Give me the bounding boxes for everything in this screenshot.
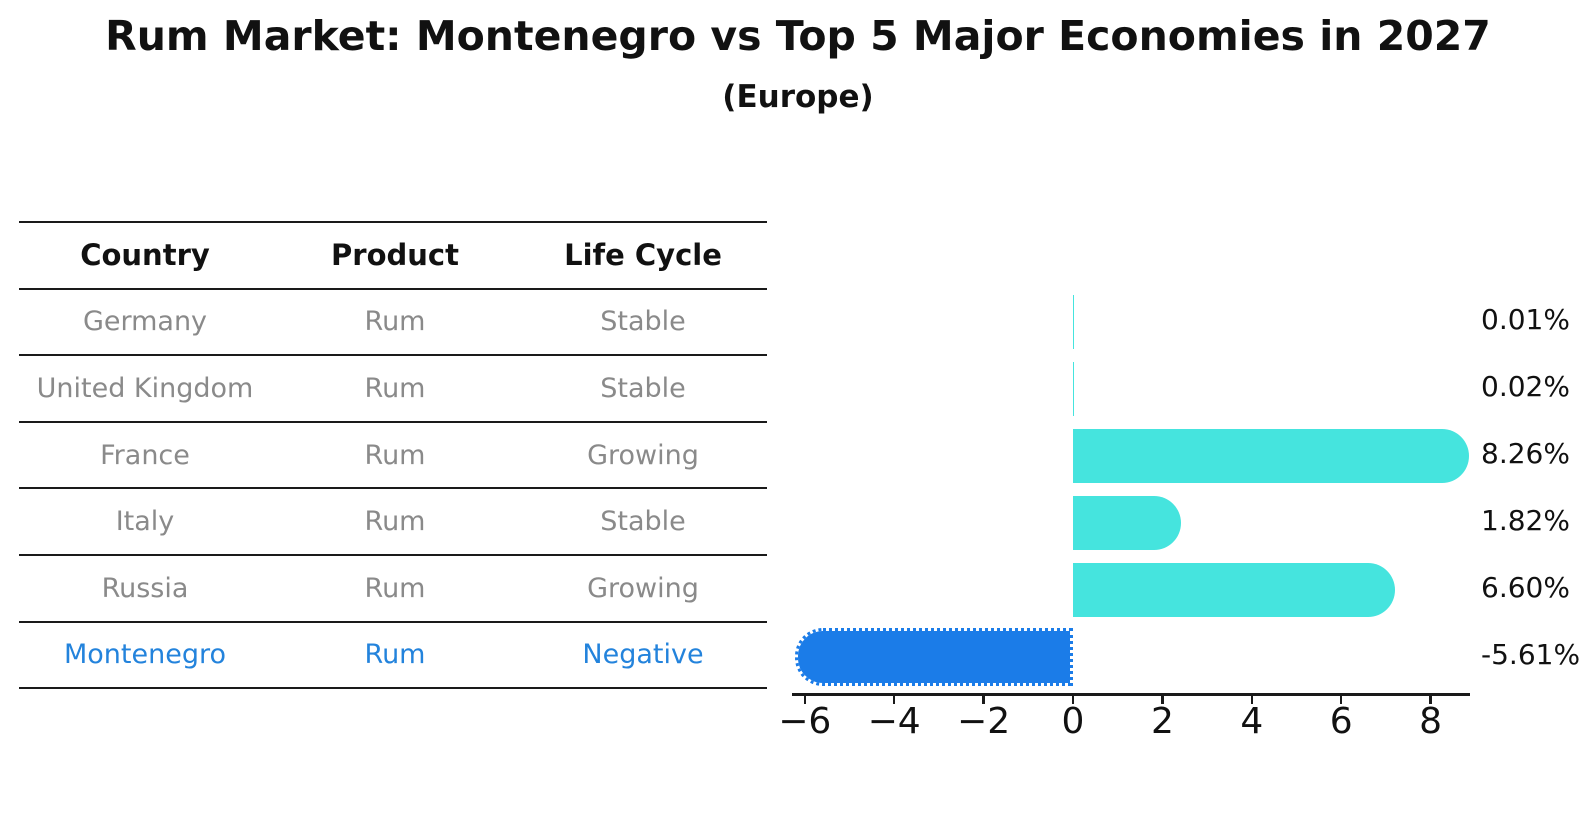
tick-label: −6 — [778, 701, 832, 742]
value-label: 0.01% — [1481, 303, 1570, 337]
tick-label: 0 — [1061, 701, 1085, 742]
value-label: -5.61% — [1481, 637, 1581, 671]
bar-russia — [1073, 562, 1396, 617]
column-header-country: Country — [80, 238, 210, 273]
bar-united-kingdom — [1073, 362, 1074, 417]
tick-label: 4 — [1240, 701, 1264, 742]
tick-mark — [982, 695, 985, 704]
bar-germany — [1073, 295, 1074, 350]
value-label: 0.02% — [1481, 370, 1570, 404]
life-cycle-cell: Stable — [600, 506, 686, 538]
tick-mark — [1339, 695, 1343, 704]
tick-mark — [1161, 695, 1164, 704]
life-cycle-cell: Growing — [587, 439, 699, 471]
tick-mark — [1429, 695, 1432, 704]
country-cell: United Kingdom — [36, 372, 254, 404]
table-row: Italy Rum Stable — [19, 489, 767, 556]
bar-france — [1073, 429, 1470, 483]
country-cell: France — [100, 439, 190, 471]
bar-italy — [1073, 495, 1182, 550]
country-cell: Russia — [101, 572, 189, 604]
table-row: Germany Rum Stable — [19, 290, 767, 357]
country-cell: Germany — [82, 306, 208, 338]
product-cell: Rum — [364, 372, 426, 404]
product-cell: Rum — [364, 639, 426, 671]
data-table: Country Product Life Cycle Germany Rum S… — [19, 221, 767, 690]
product-cell: Rum — [364, 306, 426, 338]
product-cell: Rum — [364, 506, 426, 538]
table-row: France Rum Growing — [19, 423, 767, 490]
tick-mark — [803, 695, 807, 704]
bar-montenegro — [795, 627, 1073, 686]
chart-subtitle: (Europe) — [722, 79, 874, 115]
column-header-product: Product — [331, 238, 459, 273]
value-label: 8.26% — [1481, 437, 1570, 470]
product-cell: Rum — [364, 439, 426, 471]
column-header-life-cycle: Life Cycle — [564, 238, 722, 273]
value-label: 1.82% — [1481, 503, 1570, 537]
country-cell: Italy — [115, 506, 175, 538]
chart-title: Rum Market: Montenegro vs Top 5 Major Ec… — [105, 12, 1491, 60]
life-cycle-cell: Stable — [600, 306, 686, 338]
life-cycle-cell: Negative — [582, 639, 704, 671]
life-cycle-cell: Stable — [600, 372, 686, 404]
table-row-highlighted: Montenegro Rum Negative — [19, 623, 767, 690]
table-row: Russia Rum Growing — [19, 556, 767, 623]
tick-label: 6 — [1329, 701, 1353, 742]
product-cell: Rum — [364, 572, 426, 604]
tick-label: 2 — [1150, 701, 1174, 742]
tick-label: −4 — [867, 701, 921, 742]
table-row: United Kingdom Rum Stable — [19, 356, 767, 423]
tick-mark — [1250, 695, 1254, 704]
life-cycle-cell: Growing — [587, 572, 699, 604]
tick-label: 8 — [1419, 701, 1443, 742]
tick-mark — [1071, 695, 1075, 704]
table-header-row: Country Product Life Cycle — [19, 223, 767, 290]
value-label: 6.60% — [1481, 570, 1570, 604]
tick-mark — [892, 695, 896, 704]
country-cell: Montenegro — [63, 639, 226, 671]
tick-label: −2 — [957, 701, 1011, 742]
x-axis-line — [791, 693, 1470, 696]
